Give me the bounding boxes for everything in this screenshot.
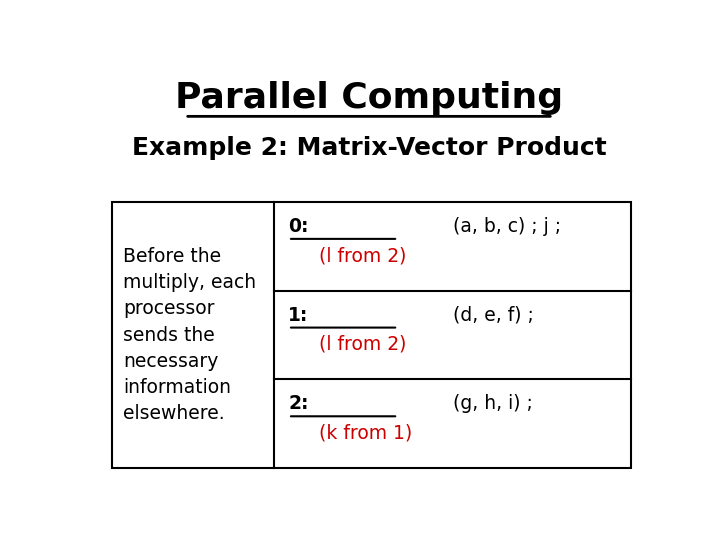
Text: Before the: Before the (124, 247, 222, 266)
Text: elsewhere.: elsewhere. (124, 404, 225, 423)
Text: processor: processor (124, 299, 215, 319)
Text: multiply, each: multiply, each (124, 273, 256, 292)
Text: Parallel Computing: Parallel Computing (175, 81, 563, 115)
Text: Example 2: Matrix-Vector Product: Example 2: Matrix-Vector Product (132, 136, 606, 160)
Text: (g, h, i) ;: (g, h, i) ; (453, 394, 539, 413)
Text: 1:: 1: (288, 306, 308, 325)
Text: information: information (124, 378, 232, 397)
Text: sends the: sends the (124, 326, 215, 345)
Text: 0:: 0: (288, 217, 309, 236)
Text: (a, b, c) ; j ;: (a, b, c) ; j ; (453, 217, 567, 236)
Text: (l from 2): (l from 2) (319, 246, 406, 265)
Text: (l from 2): (l from 2) (319, 335, 406, 354)
Text: 2:: 2: (288, 394, 309, 413)
Text: (k from 1): (k from 1) (319, 423, 412, 442)
Text: necessary: necessary (124, 352, 219, 371)
Text: (d, e, f) ;: (d, e, f) ; (453, 306, 540, 325)
Bar (112, 202, 631, 468)
